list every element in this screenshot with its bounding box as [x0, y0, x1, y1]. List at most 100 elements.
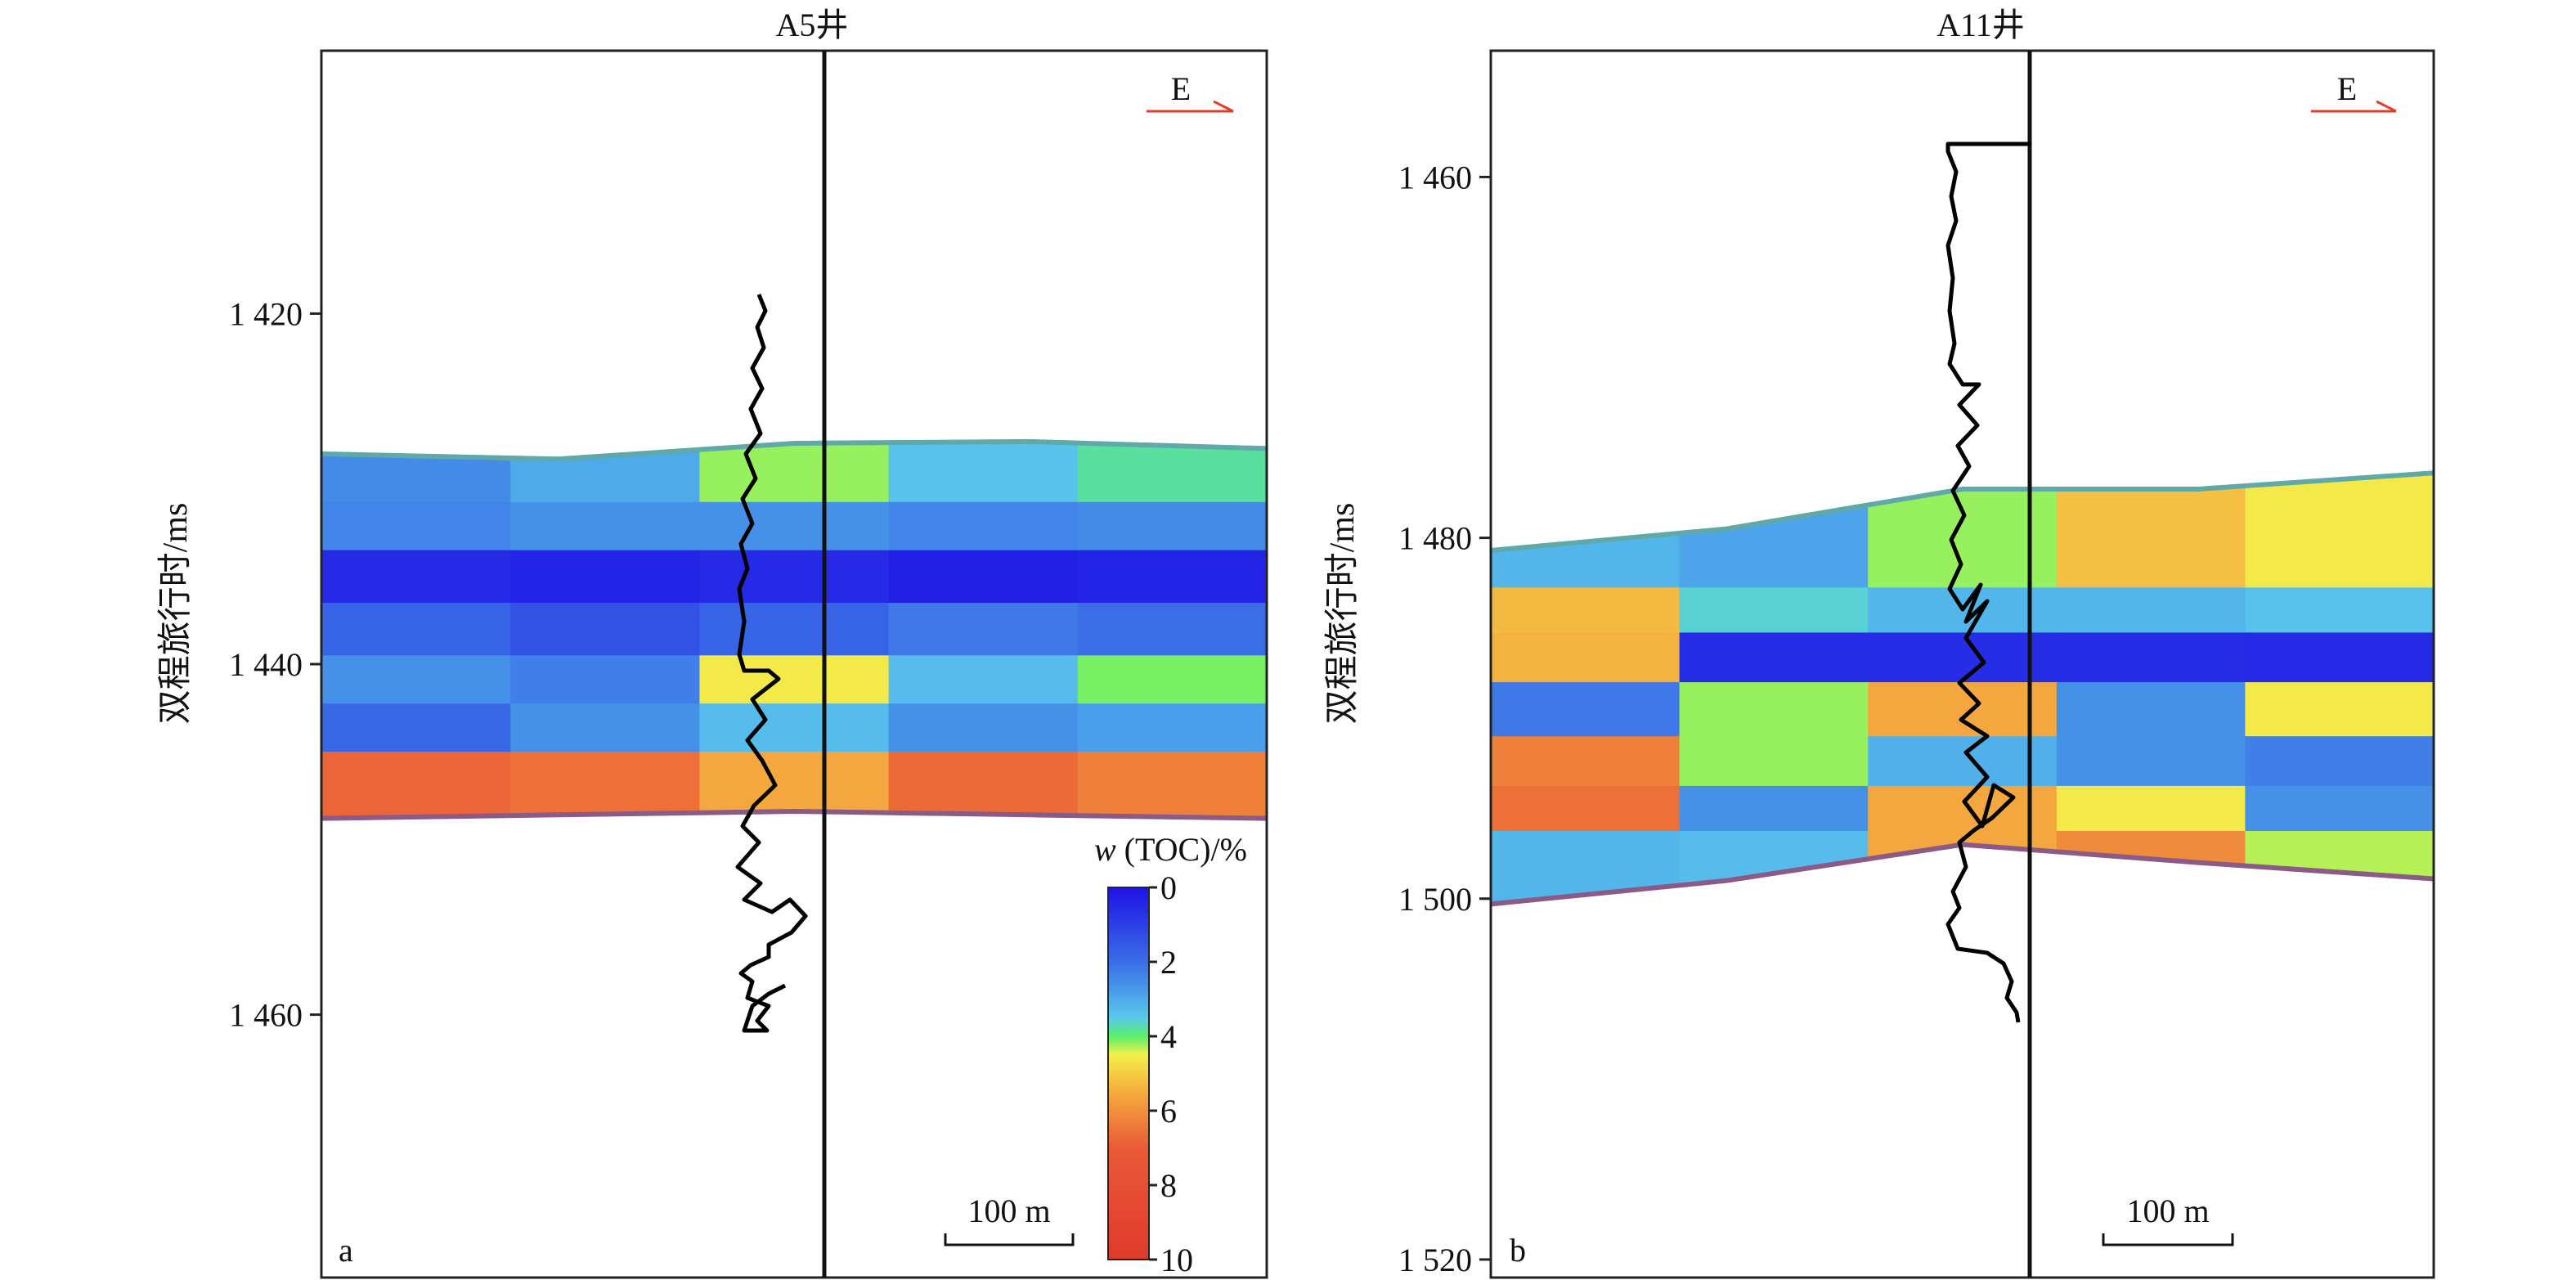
b-top-horizon: [1490, 470, 2435, 553]
b-toc-cell: [1679, 682, 1869, 738]
b-toc-cell: [2056, 587, 2246, 634]
b-toc-cell: [1679, 736, 1869, 787]
a-y-tick-label: 1 440: [229, 646, 303, 683]
a-toc-cell: [321, 441, 512, 503]
b-y-tick-label: 1 500: [1398, 881, 1472, 918]
a-toc-cell: [699, 703, 890, 753]
a-toc-cell: [1077, 441, 1267, 503]
a-toc-cell: [699, 550, 890, 604]
b-toc-cell: [2245, 831, 2434, 905]
a-toc-cell: [699, 603, 890, 657]
b-toc-cell: [1491, 682, 1681, 738]
b-plot-frame: [1489, 49, 2435, 1279]
a-toc-cell: [888, 603, 1079, 657]
a-toc-cell: [1077, 703, 1267, 753]
b-toc-cell: [2245, 587, 2434, 634]
b-toc-cell: [1491, 473, 1681, 589]
b-east-indicator: E: [2311, 70, 2397, 113]
b-scale-bar: 100 m: [2102, 1192, 2234, 1246]
colorbar-tick-label: 6: [1160, 1093, 1177, 1130]
b-toc-cell: [2245, 632, 2434, 684]
a-toc-cell: [321, 752, 512, 819]
panel-a: A5井 双程旅行时/ms 1 420 1 440 1 460 E 100 m a w…: [157, 7, 1268, 1279]
b-toc-cell: [1491, 785, 1681, 832]
a-panel-letter: a: [339, 1232, 353, 1269]
a-toc-cell: [321, 501, 512, 551]
a-toc-cell: [888, 501, 1079, 551]
a-toc-cell: [699, 752, 890, 819]
b-toc-cell: [1868, 785, 2058, 832]
b-y-axis: 1 460 1 480 1 500 1 520: [1398, 159, 1491, 1278]
b-base-horizon: [1490, 842, 2435, 907]
b-east-label: E: [2337, 70, 2357, 107]
a-toc-cell: [1077, 603, 1267, 657]
a-toc-cell: [888, 752, 1079, 819]
a-toc-log-curve: [735, 294, 808, 1033]
b-toc-cell: [1679, 831, 1869, 905]
a-toc-cell: [888, 441, 1079, 503]
b-toc-cell: [2245, 682, 2434, 738]
b-toc-cell: [1868, 632, 2058, 684]
b-toc-heatmap: [1490, 470, 2435, 907]
b-scale-bar-label: 100 m: [2126, 1192, 2209, 1229]
a-toc-cell: [321, 550, 512, 604]
b-toc-cell: [1491, 736, 1681, 787]
a-toc-cell: [1077, 550, 1267, 604]
a-toc-cell: [888, 655, 1079, 705]
a-title: A5井: [776, 7, 849, 43]
b-title: A11井: [1936, 7, 2024, 43]
b-toc-cell: [1491, 632, 1681, 684]
b-panel-letter: b: [1510, 1232, 1526, 1269]
b-toc-cell: [1491, 831, 1681, 905]
b-toc-cell: [2056, 682, 2246, 738]
colorbar-tick-label: 8: [1160, 1167, 1177, 1204]
a-toc-cell: [510, 501, 701, 551]
colorbar-title: w (TOC)/%: [1094, 831, 1247, 868]
colorbar-tick-label: 10: [1160, 1242, 1193, 1278]
b-toc-cell: [2056, 632, 2246, 684]
b-toc-cell: [2056, 736, 2246, 787]
a-east-arrowhead-icon: [1213, 100, 1234, 113]
a-base-horizon: [321, 808, 1268, 821]
a-toc-cell: [510, 752, 701, 819]
colorbar-ticks: 0 2 4 6 8 10: [1149, 869, 1193, 1278]
b-toc-bands: [1491, 473, 2434, 905]
a-toc-cell: [699, 501, 890, 551]
colorbar-tick-label: 2: [1160, 944, 1177, 981]
b-scale-bar-line: [2102, 1233, 2234, 1246]
a-toc-cell: [1077, 752, 1267, 819]
a-scale-bar-line: [944, 1233, 1075, 1246]
b-toc-cell: [2245, 736, 2434, 787]
b-y-tick-label: 1 460: [1398, 159, 1472, 195]
a-toc-cell: [321, 703, 512, 753]
colorbar-tick-label: 4: [1160, 1018, 1177, 1055]
b-y-tick-label: 1 520: [1398, 1242, 1472, 1278]
a-scale-bar: 100 m: [944, 1192, 1075, 1246]
a-toc-cell: [699, 441, 890, 503]
a-toc-cell: [510, 655, 701, 705]
a-east-label: E: [1171, 70, 1191, 107]
a-y-axis-label: 双程旅行时/ms: [157, 503, 195, 725]
a-toc-cell: [1077, 501, 1267, 551]
b-east-arrowhead-icon: [2376, 100, 2397, 113]
b-toc-cell: [1868, 736, 2058, 787]
b-toc-cell: [2056, 473, 2246, 589]
panel-b: A11井 双程旅行时/ms 1 460 1 480 1 500 1 520 E 100…: [1324, 7, 2435, 1279]
a-toc-cell: [888, 550, 1079, 604]
colorbar-tick-label: 0: [1160, 869, 1177, 906]
colorbar-title-var: w: [1094, 831, 1116, 868]
b-toc-log-curve: [1945, 141, 2031, 1023]
a-y-axis: 1 420 1 440 1 460: [229, 295, 321, 1034]
b-y-tick-label: 1 480: [1398, 520, 1472, 557]
a-y-tick-label: 1 460: [229, 997, 303, 1034]
a-toc-cell: [1077, 655, 1267, 705]
a-toc-cell: [510, 550, 701, 604]
a-toc-cell: [510, 441, 701, 503]
a-scale-bar-label: 100 m: [967, 1192, 1050, 1229]
a-toc-cell: [321, 655, 512, 705]
b-toc-cell: [1491, 587, 1681, 634]
colorbar-gradient: [1107, 887, 1150, 1260]
a-toc-cell: [510, 603, 701, 657]
b-toc-cell: [2245, 473, 2434, 589]
